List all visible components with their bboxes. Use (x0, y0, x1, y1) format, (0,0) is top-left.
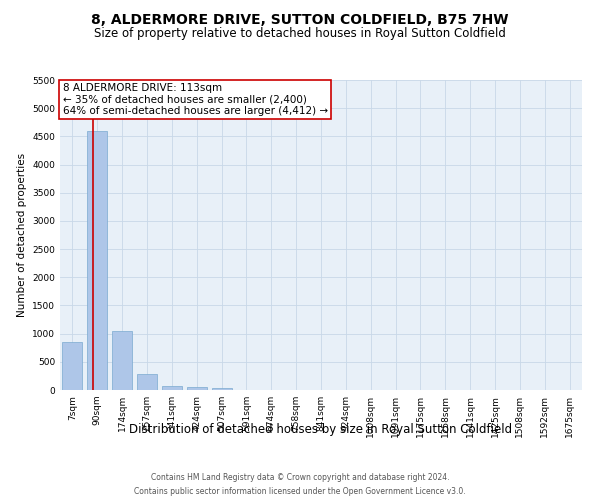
Text: Distribution of detached houses by size in Royal Sutton Coldfield: Distribution of detached houses by size … (130, 422, 512, 436)
Bar (88, 130, 107, 390)
Bar (162, 386, 182, 390)
Text: Contains public sector information licensed under the Open Government Licence v3: Contains public sector information licen… (134, 488, 466, 496)
Bar (137, 374, 157, 390)
Bar (212, 388, 232, 390)
Text: Contains HM Land Registry data © Crown copyright and database right 2024.: Contains HM Land Registry data © Crown c… (151, 472, 449, 482)
Bar (112, 331, 132, 390)
Bar (62, 342, 82, 390)
Text: 8, ALDERMORE DRIVE, SUTTON COLDFIELD, B75 7HW: 8, ALDERMORE DRIVE, SUTTON COLDFIELD, B7… (91, 12, 509, 26)
Text: Size of property relative to detached houses in Royal Sutton Coldfield: Size of property relative to detached ho… (94, 28, 506, 40)
Bar (187, 387, 206, 390)
Y-axis label: Number of detached properties: Number of detached properties (17, 153, 26, 317)
Text: 8 ALDERMORE DRIVE: 113sqm
← 35% of detached houses are smaller (2,400)
64% of se: 8 ALDERMORE DRIVE: 113sqm ← 35% of detac… (62, 83, 328, 116)
